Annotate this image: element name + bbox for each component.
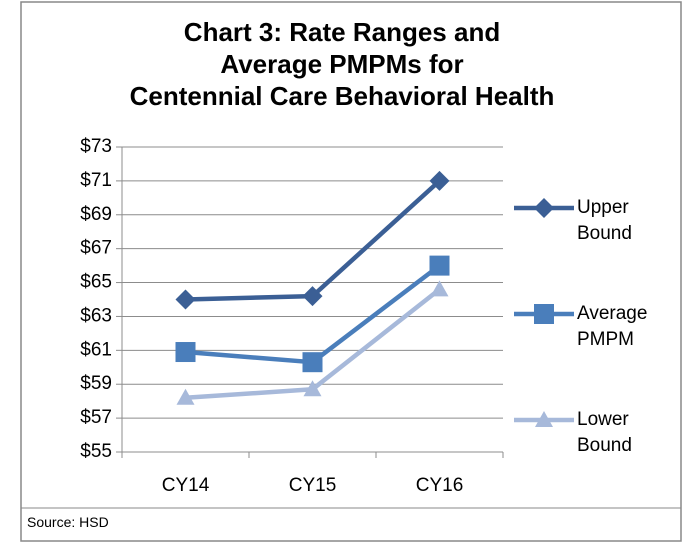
point bbox=[429, 255, 450, 276]
y-tick-label: $69 bbox=[80, 204, 112, 225]
y-tick-label: $65 bbox=[80, 272, 112, 293]
point bbox=[175, 342, 196, 363]
y-tick-label: $67 bbox=[80, 238, 112, 259]
x-tick-label: CY14 bbox=[162, 475, 210, 496]
series-line bbox=[185, 179, 442, 302]
x-tick-label: CY16 bbox=[416, 475, 464, 496]
point bbox=[430, 280, 449, 297]
title-line: Chart 3: Rate Ranges and bbox=[183, 17, 501, 47]
title-line: Centennial Care Behavioral Health bbox=[129, 81, 555, 111]
y-tick-label: $63 bbox=[80, 305, 112, 326]
legend-marker bbox=[534, 198, 554, 218]
y-tick-label: $57 bbox=[80, 407, 112, 428]
frame bbox=[20, 1, 682, 542]
legend-marker bbox=[535, 411, 553, 427]
title-line: Average PMPMs for bbox=[220, 49, 464, 79]
legend-marker bbox=[534, 304, 554, 324]
y-tick-label: $73 bbox=[80, 136, 112, 157]
point bbox=[302, 352, 323, 373]
x-tick-label: CY15 bbox=[289, 475, 337, 496]
chart-title: Chart 3: Rate Ranges and Average PMPMs fo… bbox=[0, 16, 684, 112]
y-tick-label: $71 bbox=[80, 170, 112, 191]
source: Source: HSD bbox=[27, 514, 109, 530]
legend-label: Lower Bound bbox=[577, 409, 632, 456]
series-line bbox=[185, 263, 441, 365]
y-tick-label: $61 bbox=[80, 339, 112, 360]
y-tick-label: $55 bbox=[80, 441, 112, 462]
point bbox=[429, 170, 450, 191]
point bbox=[176, 388, 195, 405]
legend-label: Upper Bound bbox=[577, 197, 632, 244]
y-tick-label: $59 bbox=[80, 373, 112, 394]
point bbox=[175, 289, 196, 310]
point bbox=[302, 286, 323, 307]
point bbox=[303, 380, 322, 397]
legend-label: Average PMPM bbox=[577, 303, 648, 350]
